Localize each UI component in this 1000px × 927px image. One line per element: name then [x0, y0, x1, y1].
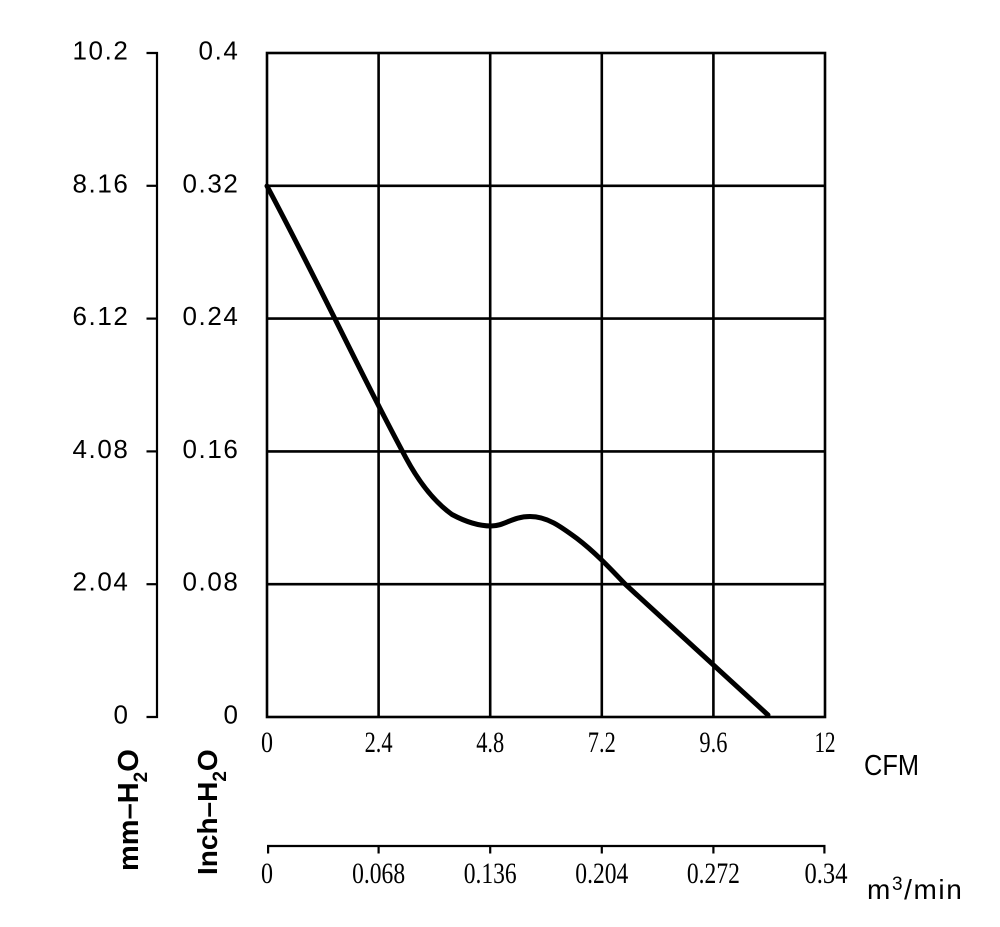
svg-text:CFM: CFM [864, 750, 919, 782]
svg-text:0.34: 0.34 [805, 858, 848, 890]
svg-text:0.068: 0.068 [352, 858, 405, 890]
svg-text:0.24: 0.24 [182, 301, 239, 331]
svg-text:0: 0 [261, 858, 273, 890]
svg-text:m3/min: m3/min [867, 874, 963, 905]
svg-text:0.4: 0.4 [199, 36, 240, 66]
svg-text:6.12: 6.12 [72, 301, 129, 331]
svg-text:12: 12 [815, 727, 836, 759]
svg-text:0: 0 [223, 700, 239, 730]
svg-text:0.32: 0.32 [182, 168, 239, 198]
svg-text:0.08: 0.08 [182, 567, 239, 597]
svg-text:9.6: 9.6 [699, 727, 727, 759]
svg-text:2.04: 2.04 [72, 567, 129, 597]
svg-text:0.272: 0.272 [687, 858, 740, 890]
svg-text:10.2: 10.2 [72, 36, 129, 66]
svg-text:4.08: 4.08 [72, 434, 129, 464]
svg-text:2.4: 2.4 [365, 727, 393, 759]
svg-text:7.2: 7.2 [588, 727, 616, 759]
svg-text:4.8: 4.8 [476, 727, 504, 759]
svg-text:0.16: 0.16 [182, 434, 239, 464]
svg-text:0: 0 [261, 727, 273, 759]
svg-text:0.204: 0.204 [575, 858, 628, 890]
svg-text:0.136: 0.136 [464, 858, 517, 890]
svg-text:0: 0 [113, 700, 129, 730]
svg-text:8.16: 8.16 [72, 168, 129, 198]
